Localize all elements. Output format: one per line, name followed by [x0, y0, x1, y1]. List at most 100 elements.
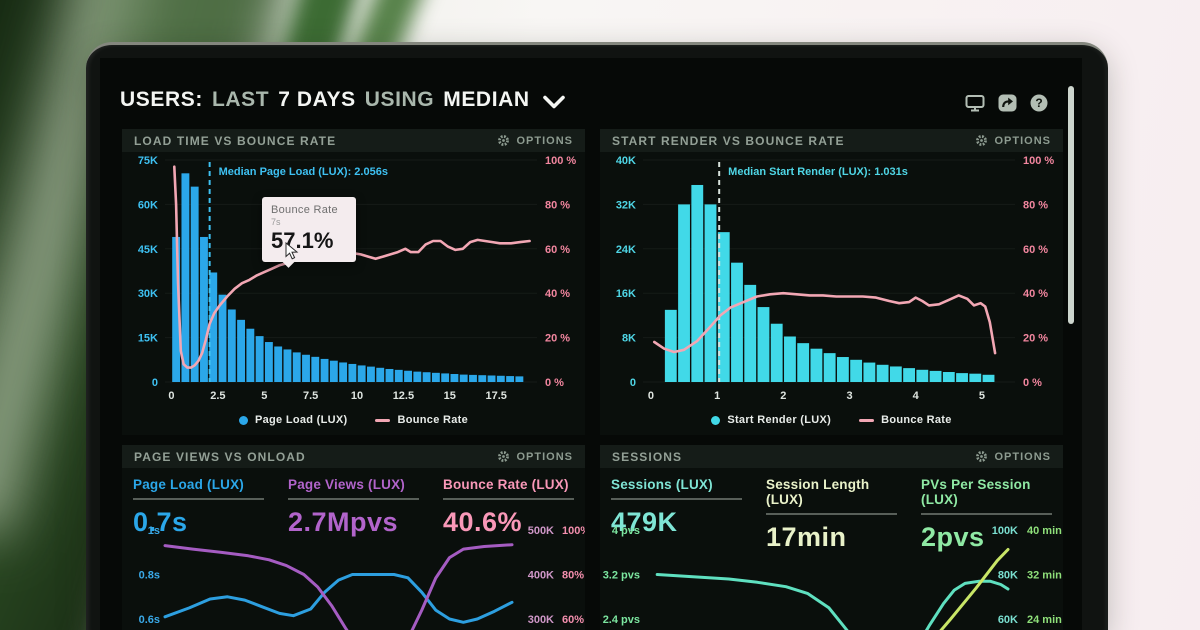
mouse-cursor	[285, 242, 299, 260]
svg-text:80%: 80%	[562, 570, 584, 582]
svg-text:1s: 1s	[148, 525, 160, 537]
svg-text:0.6s: 0.6s	[139, 614, 160, 626]
metric-underline	[288, 498, 419, 500]
metric-underline	[133, 498, 264, 500]
share-icon[interactable]	[998, 94, 1017, 112]
svg-text:4 pvs: 4 pvs	[612, 525, 640, 537]
dashboard-screen: USERS: LAST 7 DAYS USING MEDIAN	[100, 58, 1082, 630]
svg-text:?: ?	[1035, 96, 1042, 110]
svg-text:2.4 pvs: 2.4 pvs	[603, 614, 640, 626]
svg-text:10: 10	[351, 390, 363, 402]
start-render-chart[interactable]: 0 0 % 8K 20 % 16K 40 % 24K 60 % 32K 80 % 40K 100 % 0…	[600, 152, 1063, 402]
title-users: USERS:	[120, 88, 203, 111]
svg-text:15K: 15K	[138, 333, 158, 345]
svg-text:40 %: 40 %	[545, 288, 570, 300]
legend-line-swatch	[859, 418, 875, 422]
svg-text:0: 0	[648, 390, 654, 402]
svg-text:40 min: 40 min	[1027, 525, 1062, 537]
chevron-down-icon	[542, 95, 565, 108]
panel-load-time: LOAD TIME VS BOUNCE RATE OPTIONS 0 0 % 15K…	[122, 129, 585, 435]
options-button[interactable]: OPTIONS	[975, 134, 1051, 147]
panel-start-render-header: START RENDER VS BOUNCE RATE OPTIONS	[600, 129, 1063, 152]
svg-text:300K: 300K	[528, 614, 554, 626]
panel-title: START RENDER VS BOUNCE RATE	[612, 133, 845, 148]
gear-icon	[976, 135, 988, 146]
svg-text:1: 1	[714, 390, 720, 402]
svg-text:16K: 16K	[616, 288, 636, 300]
svg-text:400K: 400K	[528, 570, 554, 582]
svg-text:3.2 pvs: 3.2 pvs	[603, 570, 640, 582]
svg-text:Median Start Render (LUX): 1.0: Median Start Render (LUX): 1.031s	[728, 166, 908, 178]
panel-page-views-header: PAGE VIEWS VS ONLOAD OPTIONS	[122, 445, 585, 468]
metric-bounce-rate: Bounce Rate (LUX) 40.6%	[443, 477, 574, 538]
svg-text:2.5: 2.5	[210, 390, 225, 402]
legend-item: Bounce Rate	[375, 414, 468, 426]
metric-underline	[611, 498, 742, 500]
panel-title: LOAD TIME VS BOUNCE RATE	[134, 133, 337, 148]
svg-text:60K: 60K	[138, 199, 158, 211]
svg-text:0: 0	[168, 390, 174, 402]
legend-item: Start Render (LUX)	[711, 414, 831, 426]
svg-text:12.5: 12.5	[393, 390, 414, 402]
svg-text:40 %: 40 %	[1023, 288, 1048, 300]
metrics-row: Page Load (LUX) 0.7s Page Views (LUX) 2.…	[133, 477, 574, 538]
date-range-dropdown[interactable]: USERS: LAST 7 DAYS USING MEDIAN	[120, 88, 565, 112]
svg-text:100 %: 100 %	[1023, 155, 1054, 167]
load-time-chart[interactable]: 0 0 % 15K 20 % 30K 40 % 45K 60 % 60K 80 % 75K 100 %…	[122, 152, 585, 402]
legend-item: Bounce Rate	[859, 414, 952, 426]
svg-text:7.5: 7.5	[303, 390, 318, 402]
panel-title: SESSIONS	[612, 449, 683, 464]
svg-text:8K: 8K	[622, 333, 636, 345]
dashboard-titlebar: USERS: LAST 7 DAYS USING MEDIAN	[120, 88, 1062, 112]
panel-page-views: PAGE VIEWS VS ONLOAD OPTIONS Page Load (…	[122, 445, 585, 630]
legend-dot-swatch	[711, 415, 721, 425]
svg-text:500K: 500K	[528, 525, 554, 537]
title-last: LAST	[211, 88, 270, 111]
toolbar: ?	[965, 94, 1048, 112]
panel-start-render: START RENDER VS BOUNCE RATE OPTIONS 0 0 %…	[600, 129, 1063, 435]
help-icon[interactable]: ?	[1030, 94, 1048, 112]
svg-text:80 %: 80 %	[1023, 199, 1048, 211]
title-using: USING	[364, 88, 435, 111]
metric-pvs-per-session: PVs Per Session (LUX) 2pvs	[921, 477, 1052, 553]
gear-icon	[498, 135, 510, 146]
svg-text:60%: 60%	[562, 614, 584, 626]
svg-text:0.8s: 0.8s	[139, 570, 160, 582]
svg-text:0: 0	[630, 377, 636, 389]
metric-page-load: Page Load (LUX) 0.7s	[133, 477, 264, 538]
svg-text:0 %: 0 %	[545, 377, 564, 389]
svg-text:60 %: 60 %	[545, 244, 570, 256]
display-icon[interactable]	[965, 94, 985, 112]
svg-text:100%: 100%	[562, 525, 585, 537]
svg-text:24K: 24K	[616, 244, 636, 256]
options-button[interactable]: OPTIONS	[975, 450, 1051, 463]
svg-text:Median Page Load (LUX): 2.056s: Median Page Load (LUX): 2.056s	[219, 166, 388, 178]
page-views-chart[interactable]: 1s 500K 100% 0.8s 400K 80% 0.6s 300K 60%	[122, 522, 585, 630]
svg-text:24 min: 24 min	[1027, 614, 1062, 626]
svg-text:17.5: 17.5	[485, 390, 506, 402]
legend-dot-swatch	[238, 415, 248, 425]
svg-text:32K: 32K	[616, 199, 636, 211]
options-button[interactable]: OPTIONS	[497, 450, 573, 463]
svg-text:0: 0	[152, 377, 158, 389]
svg-text:80 %: 80 %	[545, 199, 570, 211]
metric-sessions: Sessions (LUX) 479K	[611, 477, 742, 553]
options-button[interactable]: OPTIONS	[497, 134, 573, 147]
gear-icon	[498, 451, 510, 462]
metric-underline	[766, 513, 897, 515]
svg-text:15: 15	[444, 390, 456, 402]
title-median: MEDIAN	[443, 88, 530, 111]
svg-text:32 min: 32 min	[1027, 570, 1062, 582]
sessions-chart[interactable]: 4 pvs 100K 40 min 3.2 pvs 80K 32 min 2.4 pvs 60…	[600, 522, 1063, 630]
legend: Start Render (LUX) Bounce Rate	[600, 414, 1063, 426]
panel-sessions: SESSIONS OPTIONS Sessions (LUX) 479K	[600, 445, 1063, 630]
svg-text:2: 2	[780, 390, 786, 402]
legend-item: Page Load (LUX)	[238, 414, 348, 426]
metric-underline	[921, 513, 1052, 515]
svg-text:100K: 100K	[992, 525, 1018, 537]
svg-text:75K: 75K	[138, 155, 158, 167]
panel-load-time-header: LOAD TIME VS BOUNCE RATE OPTIONS	[122, 129, 585, 152]
scrollbar-thumb[interactable]	[1068, 86, 1074, 324]
laptop-bezel: USERS: LAST 7 DAYS USING MEDIAN	[86, 42, 1108, 630]
svg-text:5: 5	[979, 390, 985, 402]
